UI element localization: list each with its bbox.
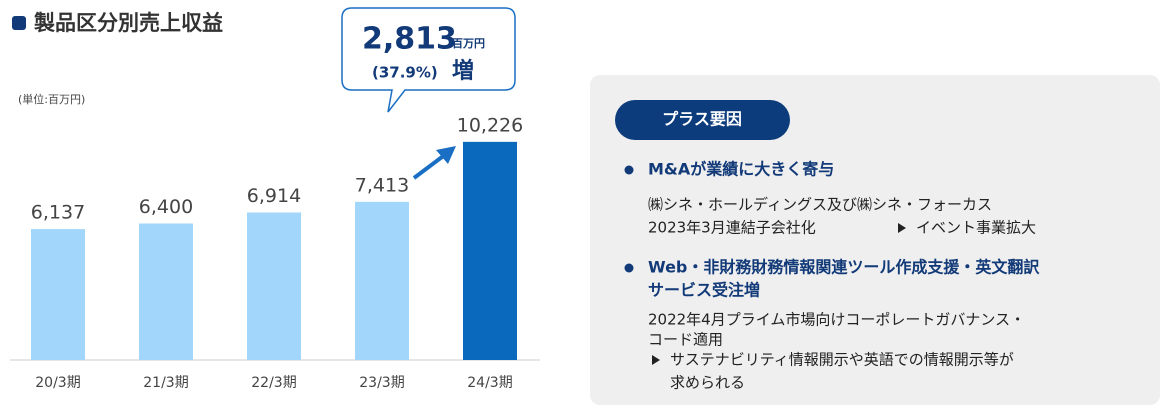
item-heading: サービス受注増	[648, 281, 760, 300]
item-line: 求められる	[670, 374, 745, 392]
item-line: 2022年4月プライム市場向けコーポレートガバナンス・	[648, 311, 1025, 329]
item-line: 2023年3月連結子会社化	[648, 219, 816, 237]
item-heading: M&Aが業績に大きく寄与	[648, 160, 834, 179]
item-line: イベント事業拡大	[916, 219, 1036, 237]
x-tick-label: 21/3期	[143, 375, 188, 391]
panel-pill	[615, 100, 790, 140]
value-label: 6,137	[31, 202, 85, 224]
value-label: 7,413	[355, 174, 409, 196]
bar	[139, 223, 193, 360]
unit-label: (単位:百万円)	[18, 92, 85, 106]
callout-amount: 2,813	[362, 22, 457, 57]
growth-arrow	[412, 146, 456, 180]
panel-label: プラス要因	[662, 110, 742, 129]
callout-bubble	[341, 7, 516, 113]
bar	[247, 212, 301, 360]
callout-rate: (37.9%)	[372, 64, 438, 82]
arrow-icon	[652, 355, 660, 365]
item-heading: Web・非財務財務情報関連ツール作成支援・英文翻訳	[648, 258, 1040, 277]
panel	[590, 75, 1160, 405]
bullet	[624, 263, 634, 273]
title-icon	[12, 16, 26, 30]
bullet	[624, 165, 634, 175]
value-label: 10,226	[457, 114, 523, 136]
item-line: サステナビリティ情報開示や英語での情報開示等が	[670, 351, 1014, 369]
callout: 2,813 百万円 (37.9%) 増	[341, 7, 516, 113]
value-label: 6,400	[139, 196, 193, 218]
x-tick-label: 22/3期	[251, 375, 296, 391]
arrow-icon	[898, 223, 906, 233]
callout-suffix: 増	[452, 58, 474, 84]
bar	[355, 201, 409, 360]
item-line: ㈱シネ・ホールディングス及び㈱シネ・フォーカス	[648, 196, 992, 214]
callout-unit: 百万円	[452, 37, 485, 50]
x-tick-label: 20/3期	[35, 375, 80, 391]
value-label: 6,914	[247, 185, 301, 207]
x-tick-label: 24/3期	[467, 375, 512, 391]
x-tick-label: 23/3期	[359, 375, 404, 391]
bar	[463, 141, 517, 360]
chart-title: 製品区分別売上収益	[33, 11, 223, 35]
item-line: コード適用	[648, 331, 723, 349]
bar	[31, 229, 85, 360]
